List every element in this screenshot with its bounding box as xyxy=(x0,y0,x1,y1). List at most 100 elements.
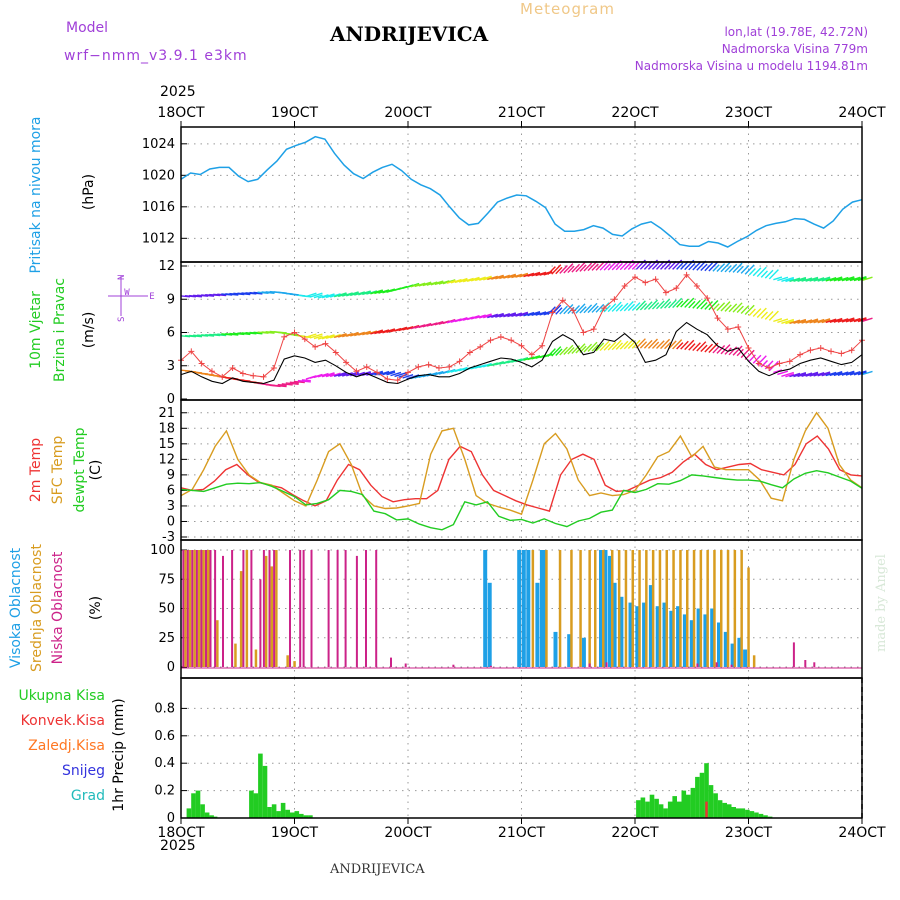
cloud-mid-bar xyxy=(672,550,675,667)
precip-total-bar xyxy=(271,804,277,818)
wind-direction-glyph xyxy=(728,346,738,356)
wind-direction-glyph xyxy=(378,289,390,294)
wind-gust-marker xyxy=(508,337,515,344)
year-top: 2025 xyxy=(160,84,196,100)
wind-direction-glyph xyxy=(660,298,671,309)
compass-e: E xyxy=(149,292,154,302)
cloud-low-bar xyxy=(242,550,245,667)
wind-direction-glyph xyxy=(309,292,323,298)
wind-direction-glyph xyxy=(535,311,547,316)
wind-direction-glyph xyxy=(728,263,738,273)
wind-direction-glyph xyxy=(813,372,825,377)
wind-direction-glyph xyxy=(680,340,689,350)
cloud-low-bar xyxy=(489,665,492,667)
wind-direction-glyph xyxy=(350,332,360,337)
wind-direction-glyph xyxy=(313,335,323,340)
wind-direction-glyph xyxy=(647,338,659,349)
wind-direction-glyph xyxy=(527,271,541,277)
wind-gust-marker xyxy=(848,347,855,354)
pressure-units: (hPa) xyxy=(81,174,97,210)
precip-total-bar xyxy=(763,815,768,818)
wind-direction-glyph xyxy=(660,338,671,350)
wind-direction-glyph xyxy=(760,311,769,319)
wind-direction-glyph xyxy=(531,312,541,317)
wind-direction-glyph xyxy=(317,294,329,299)
wind-gust-marker xyxy=(797,351,804,358)
cloud-high-bar xyxy=(619,596,624,667)
wind-direction-glyph xyxy=(631,261,641,270)
wind-gust-marker xyxy=(374,369,381,376)
cloud-mid-bar xyxy=(558,550,562,667)
wind-direction-glyph xyxy=(527,311,541,317)
precip-total-bar xyxy=(276,811,281,818)
wind-direction-glyph xyxy=(732,345,743,356)
elevation-label: Nadmorska Visina 779m xyxy=(721,42,868,56)
wind-direction-glyph xyxy=(672,339,683,350)
wind-direction-glyph xyxy=(781,276,795,282)
wind-gust-marker xyxy=(291,329,298,336)
wind-gust-marker xyxy=(405,369,411,376)
cloud-high-bar xyxy=(635,606,640,667)
cloud-low-bar xyxy=(299,550,302,667)
wind-direction-glyph xyxy=(708,261,719,272)
wind-direction-glyph xyxy=(813,318,825,324)
wind-gust-marker xyxy=(332,349,339,356)
wind-gust-marker xyxy=(755,360,762,367)
cloud-low-bar xyxy=(336,550,339,667)
wind-direction-glyph xyxy=(519,273,529,278)
precip-total-bar xyxy=(717,800,723,818)
wind-direction-glyph xyxy=(651,341,660,349)
cloud-high-bar xyxy=(517,550,522,667)
wind-direction-glyph xyxy=(676,262,684,270)
y-tick-label: 0.8 xyxy=(154,701,175,716)
wind-direction-glyph xyxy=(547,266,556,276)
x-tick-label-bottom: 18OCT xyxy=(157,825,205,841)
cloud-mid-bar xyxy=(264,555,268,667)
wind-direction-glyph xyxy=(309,333,323,339)
wind-direction-glyph xyxy=(362,291,372,296)
wind-gust-marker xyxy=(683,271,690,278)
wind-gust-marker xyxy=(322,340,329,347)
wind-direction-glyph xyxy=(547,306,556,316)
wind-direction-glyph xyxy=(442,279,456,285)
model-label: Model xyxy=(66,20,109,36)
wind-direction-glyph xyxy=(619,340,629,350)
wind-gust-marker xyxy=(518,342,525,349)
wind-direction-glyph xyxy=(555,348,563,356)
y-tick-label: 25 xyxy=(158,631,175,646)
wind-gust-marker xyxy=(528,351,535,358)
precip-total-bar xyxy=(672,796,677,818)
cloud-mid-bar xyxy=(645,550,648,667)
cloud-high-bar xyxy=(553,631,558,667)
wind-direction-glyph xyxy=(805,318,819,324)
cloud-mid-bar xyxy=(234,643,237,667)
wind-direction-glyph xyxy=(523,311,535,317)
wind-direction-glyph xyxy=(760,270,769,278)
wind-direction-glyph xyxy=(507,274,517,279)
wind-direction-glyph xyxy=(793,276,807,283)
y-tick-label: 1020 xyxy=(142,168,175,183)
wind-gust-marker xyxy=(198,360,205,367)
y-tick-label: 0 xyxy=(167,811,175,826)
wind-direction-glyph xyxy=(354,371,366,377)
wind-direction-glyph xyxy=(841,276,855,282)
wind-direction-glyph xyxy=(277,383,287,387)
cloud-high-bar xyxy=(689,620,694,667)
wind-direction-glyph xyxy=(378,329,390,334)
cloud-high-bar xyxy=(642,602,647,667)
cloud-mid-bar xyxy=(740,550,743,667)
precip-total-bar xyxy=(695,776,700,818)
wind-direction-glyph xyxy=(354,331,366,337)
wind-direction-glyph xyxy=(773,369,783,374)
wind-direction-glyph xyxy=(764,269,774,279)
wind-direction-glyph xyxy=(325,294,335,299)
wind-direction-glyph xyxy=(499,274,511,280)
wind-direction-glyph xyxy=(337,372,348,377)
wind-direction-glyph xyxy=(833,372,843,377)
cloud-mid-bar xyxy=(188,550,192,667)
precip-total-bar xyxy=(658,804,664,818)
x-tick-label-bottom: 24OCT xyxy=(838,825,886,841)
wind-direction-glyph xyxy=(487,275,499,281)
